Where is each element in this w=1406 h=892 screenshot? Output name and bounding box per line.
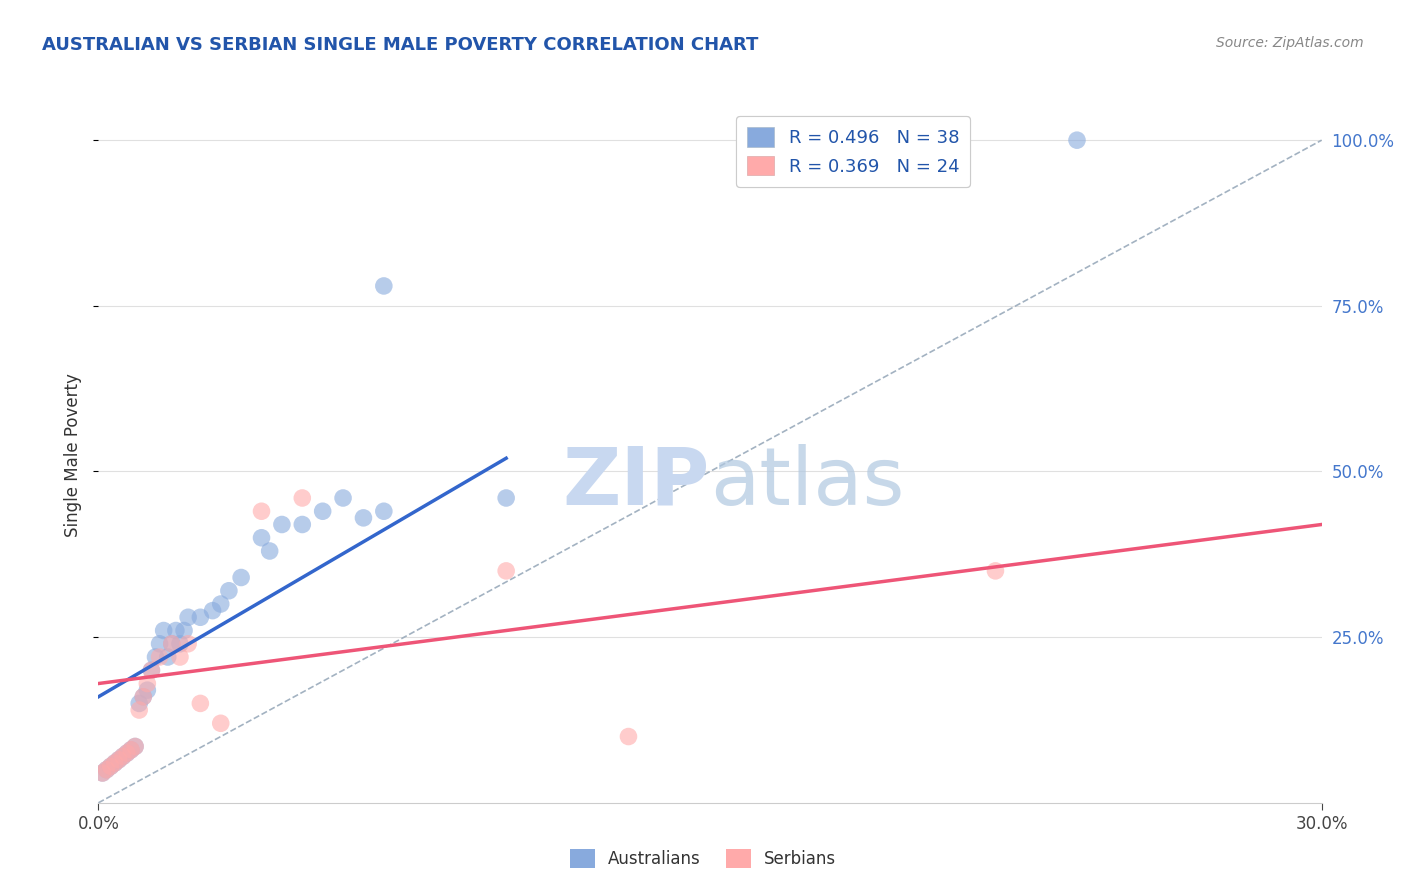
Point [152,624,174,638]
Legend: Australians, Serbians: Australians, Serbians [562,843,844,875]
Point [115,746,138,760]
Point [291,517,314,532]
Point [160,637,183,651]
Point [231,570,253,584]
Point [156,650,179,665]
Point [108,753,131,767]
Point [141,663,163,677]
Point [177,610,200,624]
Point [201,604,224,618]
Point [91,766,114,780]
Point [373,504,395,518]
Point [984,564,1007,578]
Point [149,650,172,665]
Point [209,597,232,611]
Text: Source: ZipAtlas.com: Source: ZipAtlas.com [1216,36,1364,50]
Point [96,763,118,777]
Point [169,637,191,651]
Point [209,716,232,731]
Point [250,531,273,545]
Point [259,544,281,558]
Point [173,624,195,638]
Point [250,504,273,518]
Point [270,517,294,532]
Point [332,491,354,505]
Point [111,749,134,764]
Point [149,637,172,651]
Point [312,504,335,518]
Point [373,279,395,293]
Point [96,763,118,777]
Point [128,697,150,711]
Point [100,759,122,773]
Point [120,743,142,757]
Point [617,730,640,744]
Text: ZIP: ZIP [562,443,710,522]
Text: AUSTRALIAN VS SERBIAN SINGLE MALE POVERTY CORRELATION CHART: AUSTRALIAN VS SERBIAN SINGLE MALE POVERT… [42,36,759,54]
Point [136,676,159,690]
Point [145,650,167,665]
Point [141,663,163,677]
Point [291,491,314,505]
Point [104,756,127,770]
Point [128,703,150,717]
Point [132,690,155,704]
Point [165,624,187,638]
Point [100,759,122,773]
Point [1066,133,1088,147]
Point [132,690,155,704]
Text: atlas: atlas [710,443,904,522]
Point [120,743,142,757]
Point [188,697,212,711]
Point [160,637,183,651]
Point [495,564,517,578]
Y-axis label: Single Male Poverty: Single Male Poverty [65,373,83,537]
Point [177,637,200,651]
Point [108,753,131,767]
Point [188,610,212,624]
Point [124,739,146,754]
Point [218,583,240,598]
Point [169,650,191,665]
Legend: R = 0.496   N = 38, R = 0.369   N = 24: R = 0.496 N = 38, R = 0.369 N = 24 [737,116,970,186]
Point [111,749,134,764]
Point [115,746,138,760]
Point [91,766,114,780]
Point [124,739,146,754]
Point [104,756,127,770]
Point [352,511,374,525]
Point [136,683,159,698]
Point [495,491,517,505]
